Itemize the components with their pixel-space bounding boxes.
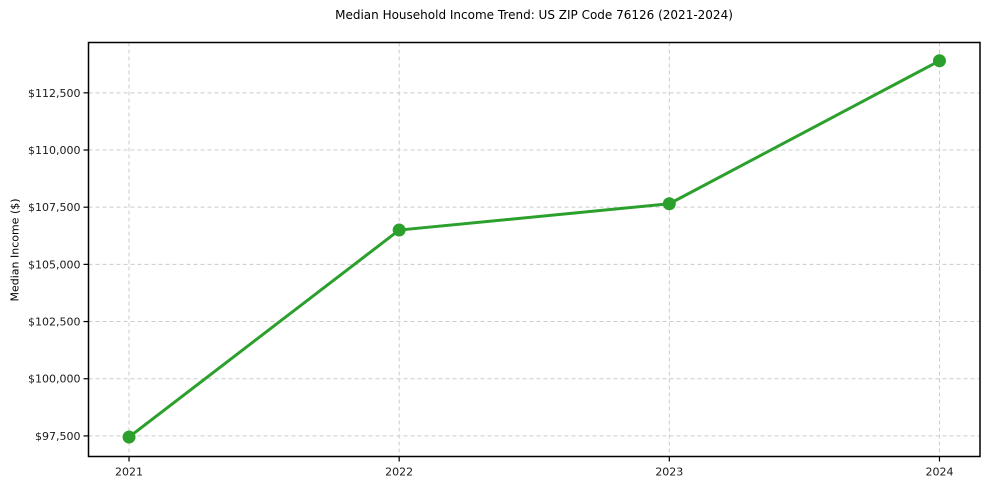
- chart-title: Median Household Income Trend: US ZIP Co…: [335, 8, 733, 22]
- y-tick-label: $110,000: [28, 144, 81, 157]
- plot-border: [87, 41, 981, 458]
- x-tick-label: 2023: [655, 466, 683, 479]
- data-point-2021: [122, 430, 136, 444]
- trend-line: [127, 59, 941, 439]
- y-tick-label: $112,500: [28, 87, 81, 100]
- data-point-2022: [392, 223, 406, 237]
- x-tick-label: 2024: [925, 466, 953, 479]
- x-tick-label: 2022: [385, 466, 413, 479]
- y-tick-label: $102,500: [28, 316, 81, 329]
- y-tick-label: $97,500: [35, 430, 81, 443]
- x-tick-label: 2021: [115, 466, 143, 479]
- data-point-2024: [932, 54, 946, 68]
- y-tick-label: $105,000: [28, 258, 81, 271]
- data-point-2023: [662, 197, 676, 211]
- y-tick-label: $100,000: [28, 373, 81, 386]
- y-tick-label: $107,500: [28, 201, 81, 214]
